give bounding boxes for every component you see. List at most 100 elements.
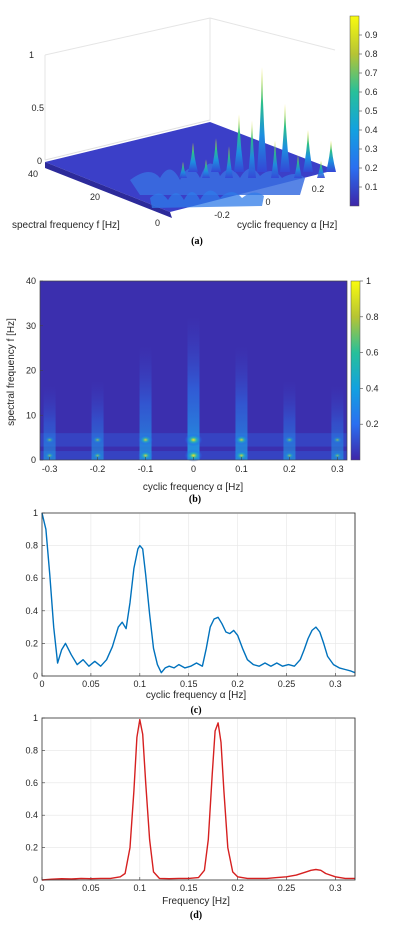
x-tick-label: 0.1 bbox=[235, 464, 248, 474]
x-tick-label: 0.3 bbox=[329, 883, 342, 893]
colorbar-tick-label: 0.9 bbox=[365, 30, 378, 40]
panel-c: cyclic frequency α [Hz] (c) 0 0.05 0.1 0.15… bbox=[25, 508, 356, 716]
x-tick-label: 0.05 bbox=[82, 883, 100, 893]
panel-b: -0.3 -0.2 -0.1 0 0.1 0.2 0.3 0 10 20 30 40 cyclic f… bbox=[6, 276, 379, 505]
x-tick-label: -0.1 bbox=[138, 464, 154, 474]
y-tick-label: 0.6 bbox=[25, 573, 38, 583]
alpha-axis-label: cyclic frequency α [Hz] bbox=[237, 220, 337, 231]
heatmap-cells bbox=[40, 316, 347, 462]
heatmap-streak bbox=[331, 385, 344, 460]
colorbar-tick-label: 0.4 bbox=[365, 125, 378, 135]
plot-frame bbox=[41, 717, 356, 881]
heatmap-hotspot bbox=[331, 436, 343, 444]
surface-peak-secondary bbox=[225, 146, 233, 178]
surface-box-edge bbox=[209, 17, 336, 51]
series-line bbox=[41, 718, 355, 881]
surface-peak-secondary bbox=[248, 120, 256, 178]
caption-b: (b) bbox=[189, 494, 201, 505]
y-tick-label: 0.2 bbox=[25, 843, 38, 853]
f-tick-label: 40 bbox=[28, 169, 38, 179]
colorbar bbox=[349, 15, 360, 207]
colorbar-tick-label: 0.7 bbox=[365, 68, 378, 78]
caption-a: (a) bbox=[191, 236, 203, 247]
colorbar-tick-label: 1 bbox=[366, 276, 371, 286]
surface-peaks bbox=[179, 67, 336, 178]
panel-a: 1 0.5 0 40 20 0 -0.2 0 0.2 spectral freq… bbox=[12, 15, 378, 247]
y-tick-label: 0 bbox=[33, 875, 38, 885]
surface-peak bbox=[234, 114, 244, 172]
heatmap-hotspot bbox=[91, 435, 104, 444]
x-tick-label: 0.05 bbox=[82, 679, 100, 689]
x-tick-label: 0.1 bbox=[134, 883, 147, 893]
panel-d: Frequency [Hz] (d) 0 0.05 0.1 0.15 0.2 0.25 0.… bbox=[25, 713, 356, 921]
x-tick-label: 0.2 bbox=[231, 679, 244, 689]
y-tick-label: 0.8 bbox=[25, 745, 38, 755]
surface-peak-secondary bbox=[202, 159, 210, 178]
surface-peak bbox=[211, 138, 221, 172]
surface-box-edge bbox=[44, 17, 211, 56]
surface-peak-secondary bbox=[294, 154, 302, 178]
surface-ridges bbox=[130, 163, 305, 195]
surface-box-edge bbox=[44, 119, 211, 161]
heatmap-hotspot bbox=[44, 451, 56, 460]
surface-peak bbox=[257, 67, 267, 172]
heatmap-streak bbox=[235, 346, 248, 460]
heatmap-hotspot bbox=[44, 436, 56, 444]
y-tick-label: 0.4 bbox=[25, 810, 38, 820]
x-tick-label: 0.2 bbox=[283, 464, 296, 474]
heatmap-hotspot bbox=[233, 434, 249, 446]
colorbar-tick-label: 0.8 bbox=[365, 49, 378, 59]
y-tick-label: 1 bbox=[33, 508, 38, 518]
alpha-tick-label: 0.2 bbox=[312, 184, 325, 194]
heatmap-hotspot bbox=[138, 434, 154, 446]
heatmap-hotspot bbox=[184, 449, 203, 462]
heatmap-xlabel: cyclic frequency α [Hz] bbox=[143, 482, 243, 493]
surface-peak-secondary bbox=[271, 140, 279, 178]
y-tick-label: 0.2 bbox=[25, 638, 38, 648]
heatmap-streak bbox=[139, 346, 152, 460]
colorbar-ticks: 0.1 0.2 0.3 0.4 0.5 0.6 0.7 0.8 0.9 bbox=[359, 30, 378, 192]
colorbar-tick-label: 0.3 bbox=[365, 144, 378, 154]
colorbar-tick-label: 0.2 bbox=[365, 163, 378, 173]
colorbar bbox=[350, 280, 361, 461]
y-tick-label: 10 bbox=[26, 410, 36, 420]
f-tick-label: 20 bbox=[90, 192, 100, 202]
x-tick-label: 0.25 bbox=[278, 679, 296, 689]
plot-frame-border bbox=[41, 512, 356, 677]
x-tick-label: 0 bbox=[191, 464, 196, 474]
colorbar-tick-label: 0.6 bbox=[366, 348, 379, 358]
y-tick-label: 0.8 bbox=[25, 541, 38, 551]
alpha-tick-label: -0.2 bbox=[214, 210, 230, 220]
caption-c: (c) bbox=[190, 705, 201, 716]
plot-frame bbox=[41, 512, 356, 677]
surface-peak-secondary bbox=[179, 161, 187, 178]
heatmap-streak bbox=[283, 380, 296, 460]
z-tick-label: 0.5 bbox=[31, 103, 44, 113]
caption-d: (d) bbox=[190, 910, 202, 921]
x-tick-label: 0.1 bbox=[134, 679, 147, 689]
y-tick-label: 0 bbox=[31, 455, 36, 465]
colorbar-tick-label: 0.2 bbox=[366, 419, 379, 429]
y-tick-label: 0.6 bbox=[25, 778, 38, 788]
z-tick-label: 0 bbox=[37, 156, 42, 166]
surface-peak bbox=[280, 103, 290, 172]
heatmap-hotspot bbox=[283, 451, 296, 460]
line-d-xlabel: Frequency [Hz] bbox=[162, 896, 230, 907]
z-tick-label: 1 bbox=[29, 50, 34, 60]
x-tick-label: 0.3 bbox=[329, 679, 342, 689]
surface-front-ripples bbox=[150, 190, 264, 208]
heatmap-hotspot bbox=[184, 433, 203, 447]
x-tick-label: 0.15 bbox=[180, 679, 198, 689]
heatmap-ticks: -0.3 -0.2 -0.1 0 0.1 0.2 0.3 0 10 20 30 40 bbox=[26, 276, 344, 474]
heatmap-hotspot bbox=[283, 435, 296, 444]
colorbar-tick-label: 0.1 bbox=[365, 182, 378, 192]
colorbar-ticks: 0.2 0.4 0.6 0.8 1 bbox=[360, 276, 379, 429]
surface-floor-shade bbox=[45, 162, 172, 218]
y-tick-label: 40 bbox=[26, 276, 36, 286]
heatmap-streak bbox=[43, 385, 56, 460]
line-c-xlabel: cyclic frequency α [Hz] bbox=[146, 690, 246, 701]
x-tick-label: 0.3 bbox=[331, 464, 344, 474]
heatmap-streak bbox=[91, 380, 104, 460]
f-tick-label: 0 bbox=[155, 218, 160, 228]
